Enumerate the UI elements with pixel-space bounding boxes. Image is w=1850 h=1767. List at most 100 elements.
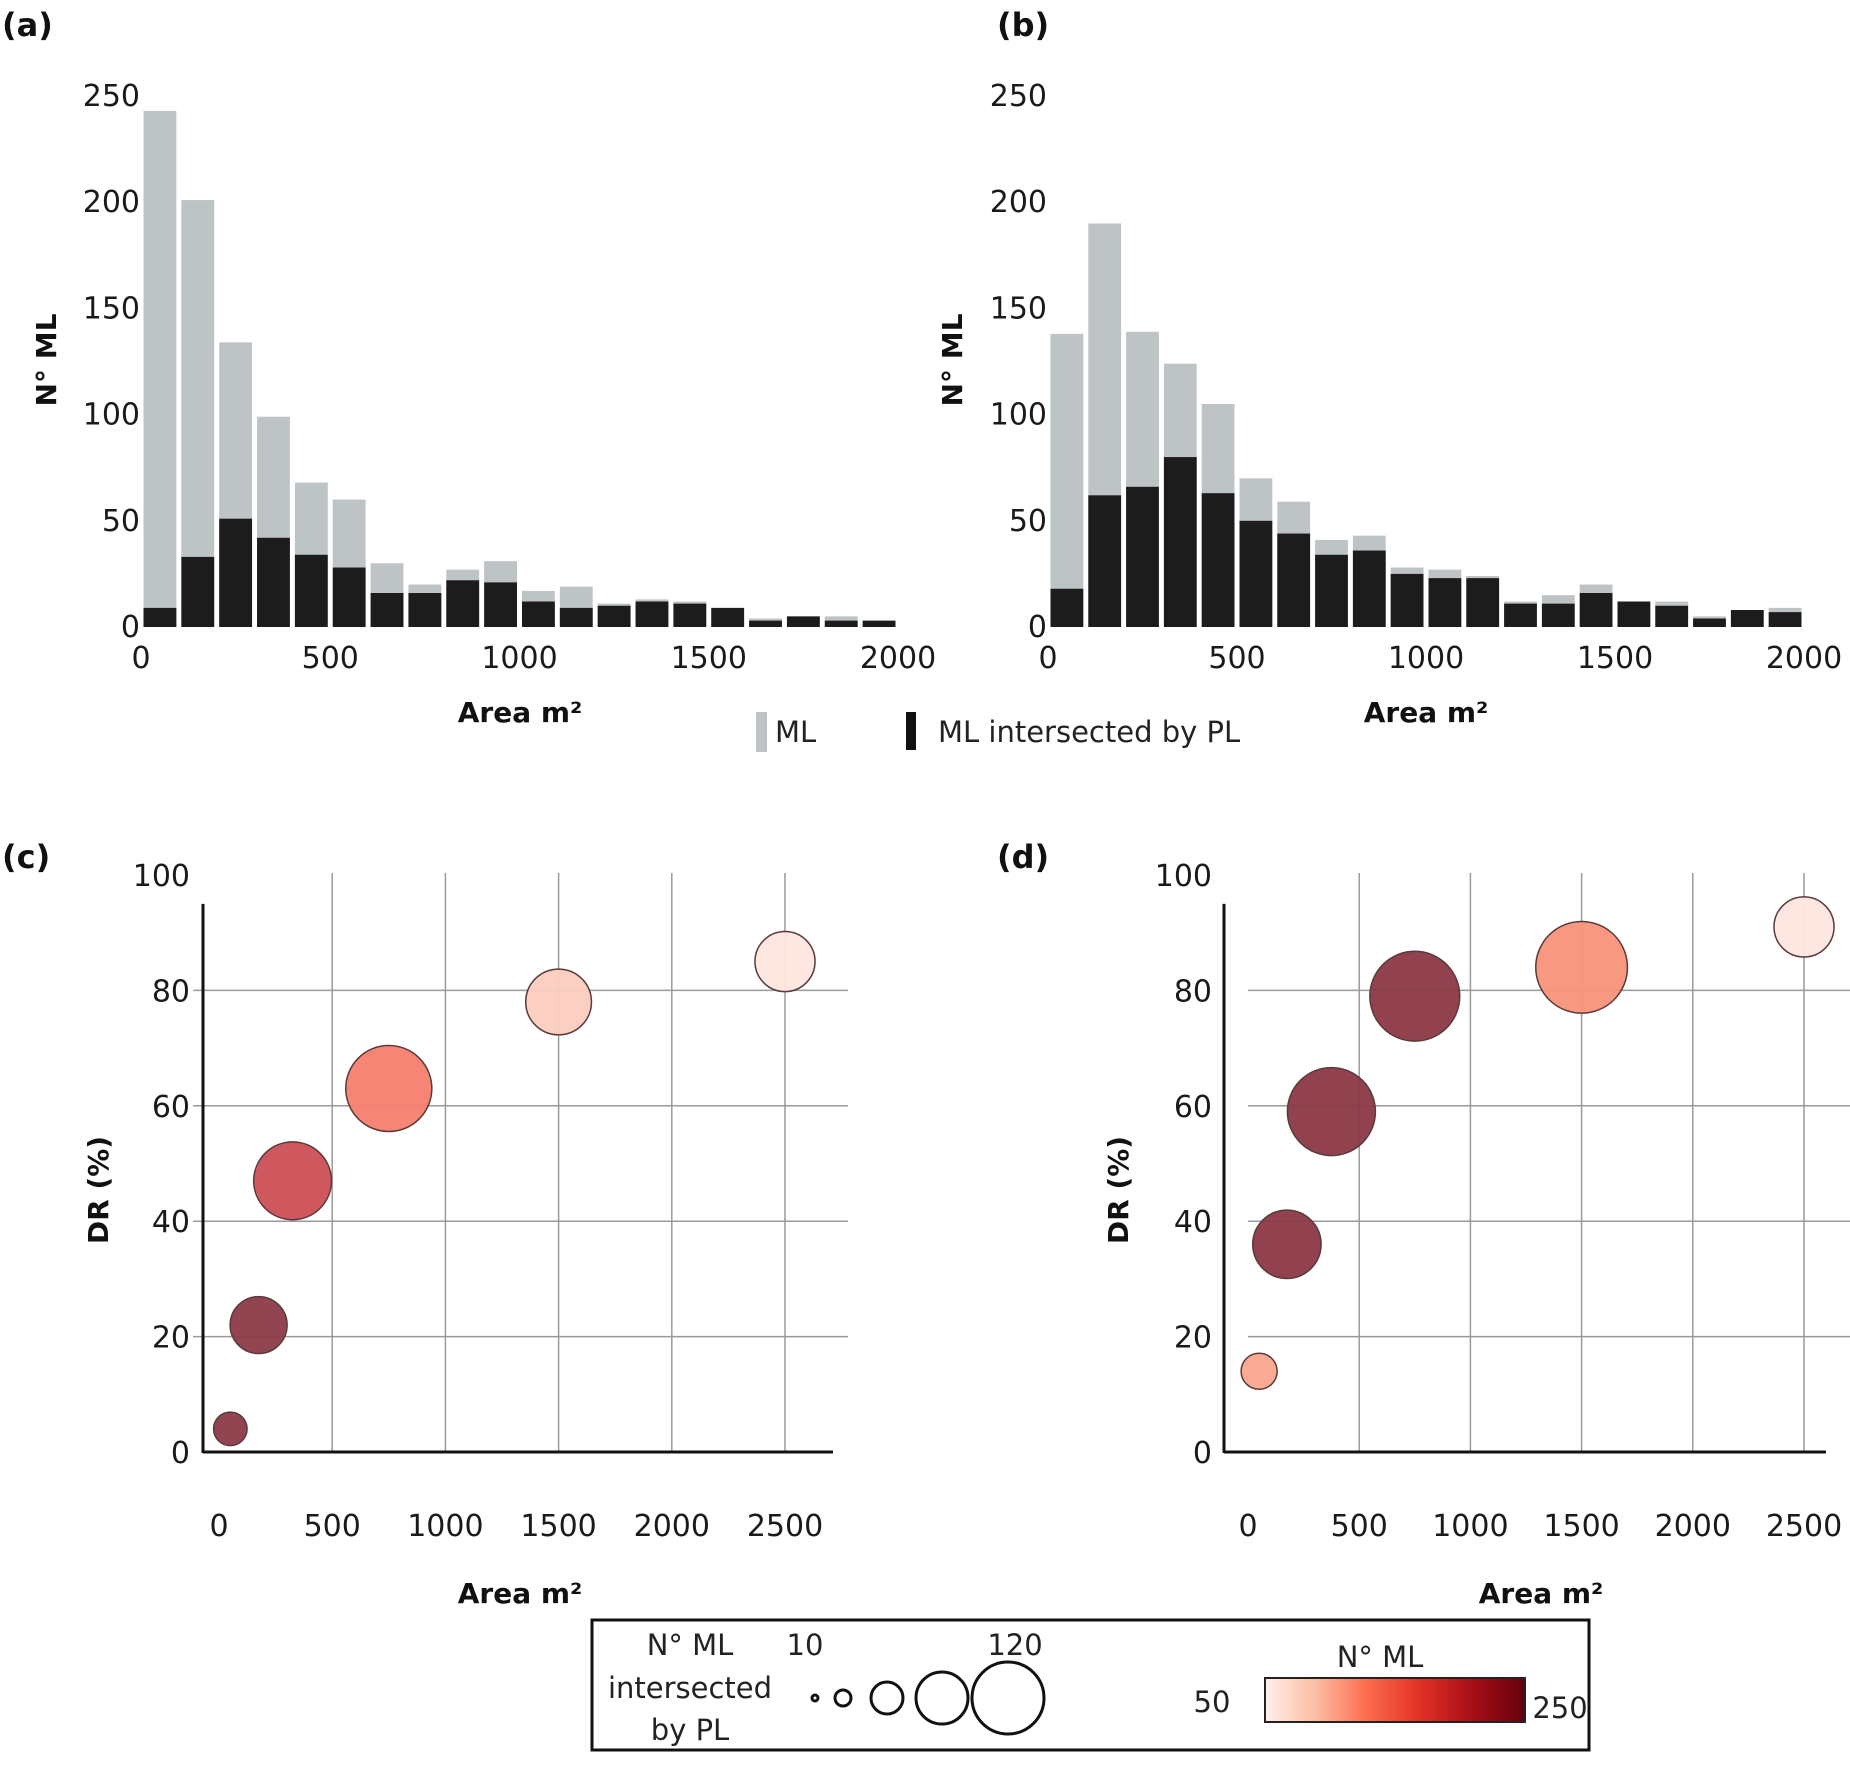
bar-ml-intersected-0 [1050, 588, 1084, 627]
xtick-label: 500 [304, 1509, 361, 1544]
bar-ml-intersected-18 [824, 620, 858, 627]
xtick-label: 1500 [1543, 1509, 1619, 1544]
ytick-label: 50 [102, 504, 140, 539]
bubble-2 [1286, 1066, 1377, 1157]
bubble-5 [754, 930, 816, 993]
xtick-label: 2000 [1766, 641, 1842, 676]
xtick-label: 1000 [481, 641, 557, 676]
ytick-label: 20 [152, 1321, 190, 1356]
ytick-label: 50 [1009, 504, 1047, 539]
legend-label-ml-intersected: ML intersected by PL [938, 715, 1240, 749]
size-legend-title-line3: by PL [651, 1713, 729, 1747]
ytick-label: 40 [1174, 1205, 1212, 1240]
color-legend-title: N° ML [1337, 1640, 1424, 1674]
ytick-label: 0 [1193, 1436, 1212, 1471]
size-legend-circles [810, 1660, 1046, 1736]
bar-ml-intersected-7 [408, 593, 442, 627]
panel-b-ylabel: N° ML [936, 313, 969, 406]
bubble-1 [229, 1295, 288, 1355]
bar-ml-intersected-6 [370, 593, 404, 627]
color-legend-min-label: 50 [1194, 1685, 1231, 1719]
bar-ml-intersected-9 [1390, 573, 1424, 627]
ytick-label: 250 [990, 79, 1047, 114]
xtick-label: 1500 [1577, 641, 1653, 676]
size-legend-circle-40 [869, 1680, 905, 1716]
ytick-label: 0 [121, 610, 140, 645]
panel-label-d: (d) [997, 838, 1049, 876]
bar-ml-1 [181, 200, 215, 628]
xtick-label: 500 [1331, 1509, 1388, 1544]
panel-d-ylabel: DR (%) [1102, 1136, 1135, 1244]
ytick-label: 40 [152, 1205, 190, 1240]
bubble-1 [1251, 1209, 1322, 1280]
panel-a-ylabel: N° ML [30, 313, 63, 406]
bar-ml-intersected-9 [484, 582, 517, 627]
bar-ml-intersected-16 [1655, 605, 1689, 627]
bar-ml-intersected-13 [635, 601, 669, 627]
bar-ml-intersected-2 [219, 518, 253, 627]
ytick-label: 60 [152, 1090, 190, 1125]
ytick-label: 250 [83, 79, 140, 114]
size-legend-min-label: 10 [787, 1628, 824, 1662]
color-legend-max-label: 250 [1532, 1691, 1587, 1725]
legend-label-ml: ML [775, 715, 816, 749]
ytick-label: 20 [1174, 1321, 1212, 1356]
bar-ml-intersected-17 [786, 616, 820, 627]
panel-b-xlabel: Area m² [1364, 696, 1489, 729]
size-legend-circle-80 [914, 1670, 970, 1726]
ytick-label: 200 [990, 185, 1047, 220]
xtick-label: 1000 [1388, 641, 1464, 676]
color-ramp [1264, 1677, 1526, 1723]
xtick-label: 0 [209, 1509, 228, 1544]
ytick-label: 0 [1028, 610, 1047, 645]
bar-ml-intersected-13 [1541, 603, 1575, 627]
panel-a-xlabel: Area m² [458, 696, 583, 729]
xtick-label: 2500 [747, 1509, 823, 1544]
bar-ml-intersected-7 [1315, 554, 1348, 627]
panel-b-histogram: 0 50 100 150 200 250 0 500 1000 1500 2000 [990, 79, 1842, 676]
xtick-label: 1500 [520, 1509, 596, 1544]
xtick-label: 0 [1238, 1509, 1257, 1544]
xtick-label: 0 [1038, 641, 1057, 676]
panel-c-xlabel: Area m² [458, 1577, 583, 1610]
ytick-label: 60 [1174, 1090, 1212, 1125]
xtick-label: 1000 [1432, 1509, 1508, 1544]
bubble-0 [1240, 1352, 1278, 1390]
xtick-label: 0 [131, 641, 150, 676]
bar-ml-intersected-0 [143, 607, 177, 627]
bar-ml-intersected-4 [1201, 493, 1235, 627]
bar-ml-intersected-5 [332, 567, 366, 627]
bubble-3 [345, 1044, 433, 1133]
ytick-label: 100 [1155, 859, 1212, 894]
bubble-2 [252, 1141, 333, 1221]
legend-swatch-ml-intersected [906, 712, 916, 750]
size-legend-circle-10 [810, 1693, 820, 1703]
xtick-label: 2000 [860, 641, 936, 676]
bar-ml-intersected-19 [1768, 612, 1802, 627]
ytick-label: 200 [83, 185, 140, 220]
size-legend-title-line1: N° ML [647, 1628, 734, 1662]
size-legend-circle-120 [970, 1660, 1046, 1736]
bar-ml-intersected-17 [1693, 618, 1726, 627]
ytick-label: 150 [990, 291, 1047, 326]
bar-ml-intersected-16 [749, 620, 782, 627]
size-legend-max-label: 120 [987, 1628, 1042, 1662]
ytick-label: 80 [152, 974, 190, 1009]
bar-ml-intersected-12 [1504, 603, 1537, 627]
bar-ml-intersected-10 [522, 601, 555, 627]
legend-swatch-ml [756, 712, 767, 752]
bar-ml-intersected-15 [1617, 601, 1651, 627]
xtick-label: 1000 [407, 1509, 483, 1544]
panel-c-ylabel: DR (%) [82, 1136, 115, 1244]
ytick-label: 100 [133, 859, 190, 894]
bubble-legend: N° ML intersected by PL 10 120 N° ML 50 … [590, 1618, 1591, 1752]
bar-ml-intersected-19 [862, 620, 896, 627]
bar-ml-intersected-12 [597, 605, 631, 627]
xtick-label: 1500 [671, 641, 747, 676]
ytick-label: 80 [1174, 974, 1212, 1009]
xtick-label: 2500 [1766, 1509, 1842, 1544]
bar-ml-intersected-14 [1579, 593, 1613, 627]
panel-label-b: (b) [997, 6, 1049, 44]
